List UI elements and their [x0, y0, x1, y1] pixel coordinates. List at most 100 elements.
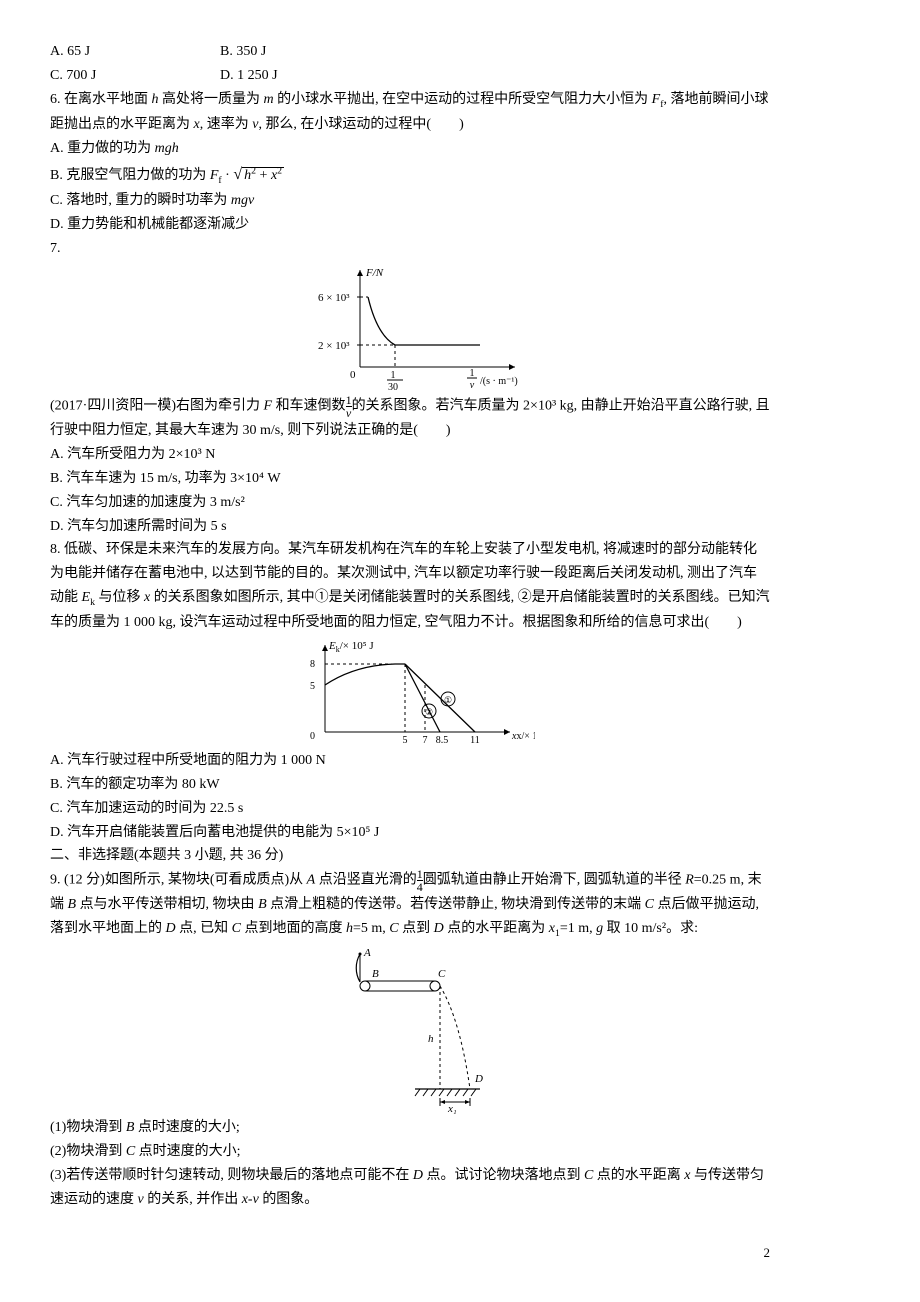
q9-R: R — [685, 873, 694, 888]
q9-D2: D — [434, 921, 444, 936]
q6-t3: 的小球水平抛出, 在空中运动的过程中所受空气阻力大小恒为 — [274, 92, 652, 107]
q8-xt0: 5 — [403, 735, 408, 746]
q9s2C: C — [126, 1144, 135, 1159]
q6-A-pre: A. 重力做的功为 — [50, 141, 155, 156]
q9-x1l: x₁ — [447, 1103, 457, 1114]
q8-B: B. 汽车的额定功率为 80 kW — [50, 773, 770, 797]
q9-t11: 点的水平距离为 — [444, 921, 549, 936]
q6-t1: 6. 在离水平地面 — [50, 92, 152, 107]
q8-s2: 与位移 — [95, 590, 144, 605]
q6-A: A. 重力做的功为 mgh — [50, 137, 770, 161]
q9-h: h — [346, 921, 353, 936]
q6-t5: , 速率为 — [200, 117, 253, 132]
q7-graph: F/N 6 × 10³ 2 × 10³ 0 1 30 1 v /(s · m⁻¹… — [280, 262, 540, 392]
q9-C2: C — [232, 921, 241, 936]
q9-Cl: C — [438, 968, 446, 980]
q8-yt-lo: 5 — [310, 681, 315, 692]
q8-stem: 8. 低碳、环保是未来汽车的发展方向。某汽车研发机构在汽车的车轮上安装了小型发电… — [50, 538, 770, 635]
q7-num: 7. — [50, 237, 770, 261]
q8-C: C. 汽车加速运动的时间为 22.5 s — [50, 797, 770, 821]
q6-C: C. 落地时, 重力的瞬时功率为 mgv — [50, 189, 770, 213]
q8-s4: ) — [737, 615, 742, 630]
q6-t2: 高处将一质量为 — [159, 92, 264, 107]
q8-mark1: ① — [444, 695, 452, 705]
q9-D: D — [166, 921, 176, 936]
q9s3b: 点。试讨论物块落地点到 — [423, 1168, 584, 1183]
q9-t8: 点到地面的高度 — [241, 921, 346, 936]
q6-C-pre: C. 落地时, 重力的瞬时功率为 — [50, 193, 231, 208]
q9-B2: B — [258, 897, 267, 912]
q9-sub3: (3)若传送带顺时针匀速转动, 则物块最后的落地点可能不在 D 点。试讨论物块落… — [50, 1164, 770, 1212]
q6-m: m — [264, 92, 274, 107]
q8-xlabel: xx/× 10² m — [511, 731, 535, 742]
q7-A: A. 汽车所受阻力为 2×10³ N — [50, 443, 770, 467]
q9-stem: 9. (12 分)如图所示, 某物块(可看成质点)从 A 点沿竖直光滑的14圆弧… — [50, 868, 770, 942]
q9-t2: 圆弧轨道由静止开始滑下, 圆弧轨道的半径 — [423, 873, 686, 888]
q7-s4: ) — [446, 423, 451, 438]
q7-stem: (2017·四川资阳一模)右图为牵引力 F 和车速倒数1v的关系图象。若汽车质量… — [50, 394, 770, 443]
q7-s2: 和车速倒数 — [272, 399, 346, 414]
q9-sub2: (2)物块滑到 C 点时速度的大小; — [50, 1140, 770, 1164]
q8-mark2: ② — [425, 707, 433, 717]
q8-xt2: 8.5 — [436, 735, 449, 746]
q9-t12: =1 m, — [560, 921, 596, 936]
q8-ylabel: Ek/× 10⁵ J — [328, 640, 374, 654]
q6-B-pre: B. 克服空气阻力做的功为 — [50, 168, 210, 183]
q5-choice-row-2: C. 700 J D. 1 250 J — [50, 64, 770, 88]
q9-t1: 点沿竖直光滑的 — [315, 873, 417, 888]
q7-xtick-den: 30 — [388, 382, 398, 392]
q9-sub1: (1)物块滑到 B 点时速度的大小; — [50, 1116, 770, 1140]
q7-sF: F — [264, 399, 273, 414]
q7-C: C. 汽车匀加速的加速度为 3 m/s² — [50, 491, 770, 515]
q9-hl: h — [428, 1033, 434, 1045]
q9-Dl: D — [474, 1073, 483, 1085]
q6-t7: ) — [459, 117, 464, 132]
q6-h: h — [152, 92, 159, 107]
q9s2a: (2)物块滑到 — [50, 1144, 126, 1159]
q8-graph: Ek/× 10⁵ J 8 5 0 ① ② 5 7 8.5 11 xx/× 10²… — [285, 637, 535, 747]
q6-A-expr: mgh — [155, 141, 179, 156]
q9s3c: 点的水平距离 — [593, 1168, 684, 1183]
q9-t5: 点滑上粗糙的传送带。若传送带静止, 物块滑到传送带的末端 — [267, 897, 645, 912]
q9-Bl: B — [372, 968, 379, 980]
q9-C: C — [645, 897, 654, 912]
q5-choice-D: D. 1 250 J — [220, 64, 390, 88]
q9-A: A — [307, 873, 316, 888]
q9-t13: 取 10 m/s²。求: — [603, 921, 698, 936]
q6-F: F — [652, 92, 661, 107]
q6-stem: 6. 在离水平地面 h 高处将一质量为 m 的小球水平抛出, 在空中运动的过程中… — [50, 88, 770, 137]
q6-D: D. 重力势能和机械能都逐渐减少 — [50, 213, 770, 237]
sqrt-symbol: √ — [233, 166, 242, 183]
q8-A: A. 汽车行驶过程中所受地面的阻力为 1 000 N — [50, 749, 770, 773]
q7-xlabel-unit: /(s · m⁻¹) — [480, 376, 518, 387]
q5-choice-A: A. 65 J — [50, 40, 220, 64]
q7-origin: 0 — [350, 369, 356, 381]
q7-D: D. 汽车匀加速所需时间为 5 s — [50, 515, 770, 539]
q9-Al: A — [363, 947, 371, 959]
q6-B-dot: · — [222, 168, 234, 183]
q9s2b: 点时速度的大小; — [135, 1144, 240, 1159]
q9s1b: 点时速度的大小; — [134, 1120, 239, 1135]
q8-D: D. 汽车开启储能装置后向蓄电池提供的电能为 5×10⁵ J — [50, 821, 770, 845]
q8-origin: 0 — [310, 731, 315, 742]
q7-B: B. 汽车车速为 15 m/s, 功率为 3×10⁴ W — [50, 467, 770, 491]
q7-ytick-hi: 6 × 10³ — [318, 292, 350, 304]
q8-s3: 的关系图象如图所示, 其中①是关闭储能装置时的关系图线, ②是开启储能装置时的关… — [50, 590, 770, 630]
q7-xlabel-num: 1 — [470, 368, 475, 379]
q9-t0: 9. (12 分)如图所示, 某物块(可看成质点)从 — [50, 873, 307, 888]
q8-yt-hi: 8 — [310, 659, 315, 670]
section2-heading: 二、非选择题(本题共 3 小题, 共 36 分) — [50, 844, 770, 868]
q5-choice-B: B. 350 J — [220, 40, 390, 64]
q8-xt3: 11 — [470, 735, 480, 746]
q7-ytick-lo: 2 × 10³ — [318, 340, 350, 352]
q9-figure: A B C h D x₁ — [320, 944, 500, 1114]
q9-t4: 点与水平传送带相切, 物块由 — [76, 897, 258, 912]
q9-t10: 点到 — [399, 921, 434, 936]
q7-xtick-num: 1 — [391, 370, 396, 381]
q6-t6: , 那么, 在小球运动的过程中( — [258, 117, 431, 132]
q9-t7: 点, 已知 — [176, 921, 232, 936]
q9-C3: C — [389, 921, 398, 936]
q9-B: B — [68, 897, 77, 912]
q7-ylabel: F/N — [365, 267, 384, 279]
q7-s1: (2017·四川资阳一模)右图为牵引力 — [50, 399, 264, 414]
